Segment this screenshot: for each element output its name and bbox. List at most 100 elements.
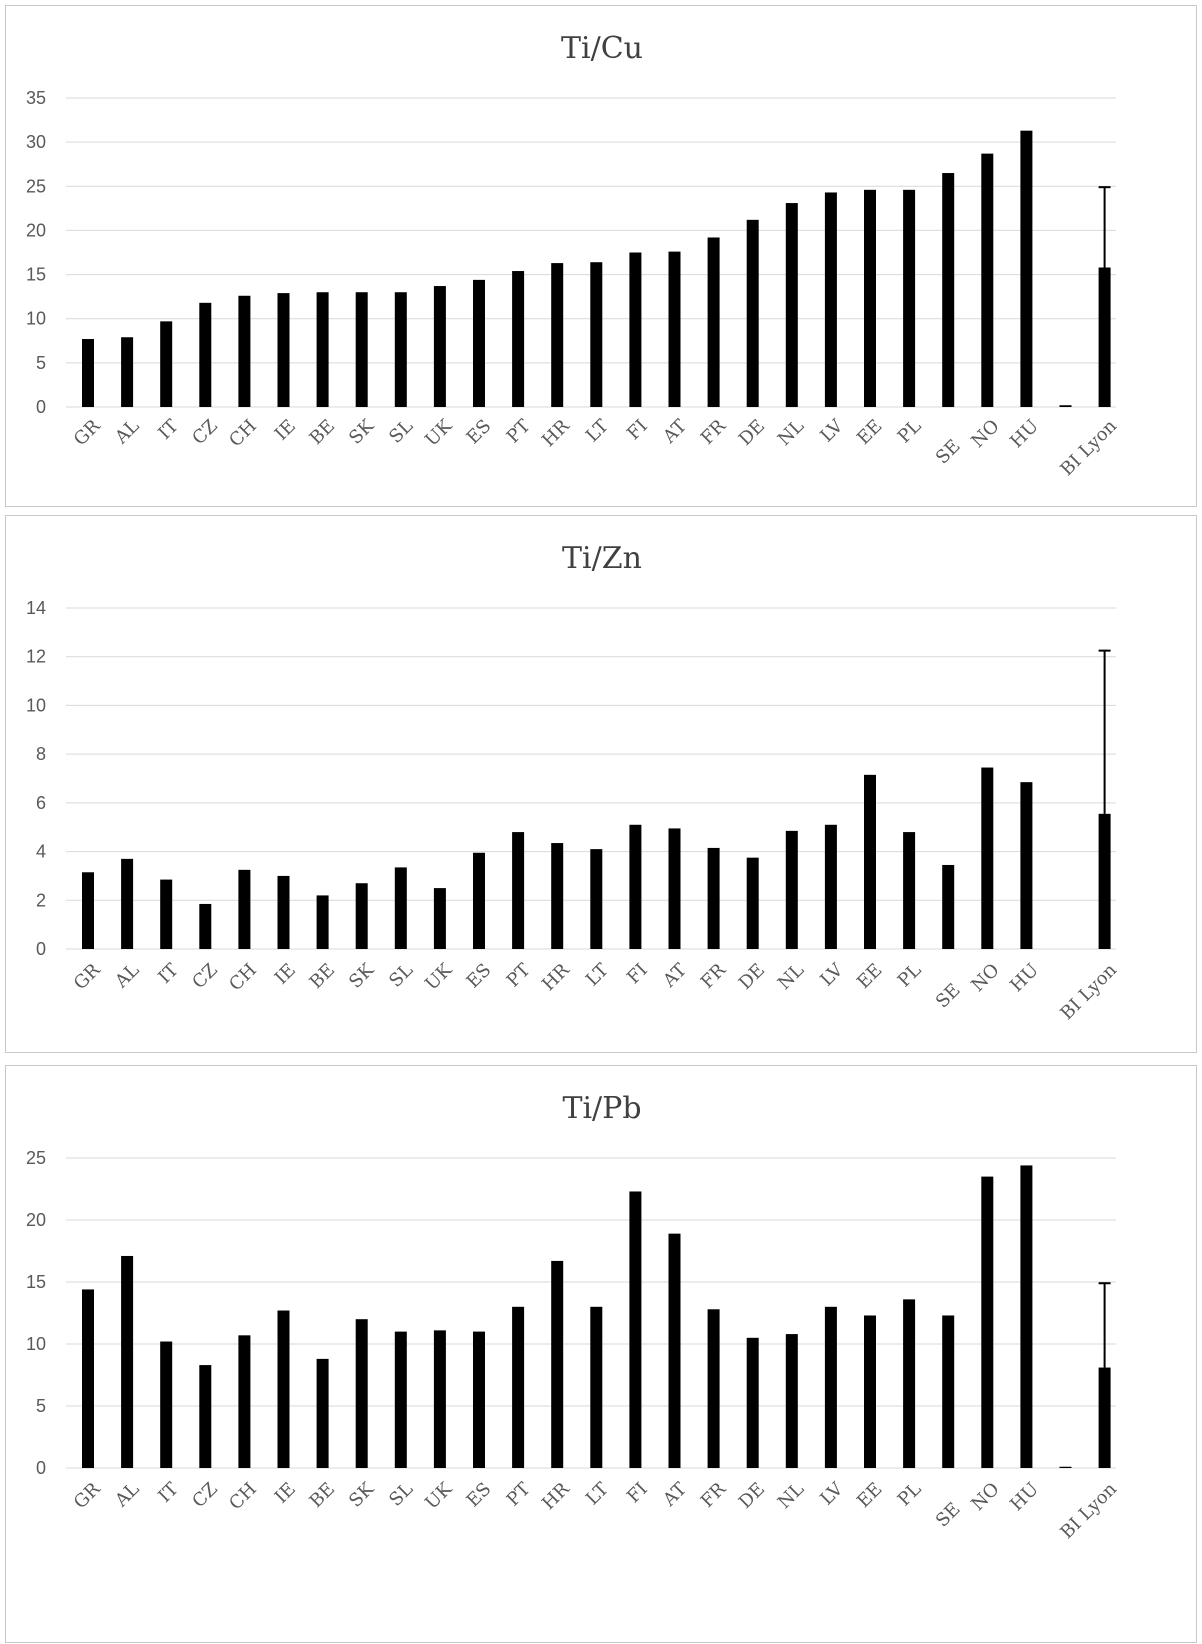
- x-tick-label: GR: [70, 1478, 105, 1513]
- x-tick-label: AT: [658, 960, 691, 993]
- x-tick-label: DE: [735, 416, 769, 450]
- bar-sk: [355, 1319, 368, 1468]
- bar-hu: [1020, 782, 1033, 949]
- x-tick-label: GR: [70, 415, 105, 450]
- bar-no: [981, 153, 994, 407]
- bar-ch: [238, 1335, 251, 1468]
- x-tick-label: FR: [697, 959, 731, 993]
- bar-pl: [903, 832, 916, 949]
- x-tick-label: PL: [894, 416, 926, 448]
- bar-sk: [355, 292, 368, 407]
- x-tick-label: HU: [1006, 416, 1043, 453]
- bar-se: [942, 864, 955, 949]
- x-tick-label: PT: [503, 416, 535, 448]
- bar-al: [121, 858, 134, 949]
- x-tick-label: CZ: [188, 416, 221, 449]
- x-tick-label: FR: [697, 1478, 731, 1512]
- x-tick-label: HR: [538, 959, 574, 995]
- bar-blank: [1059, 405, 1072, 407]
- x-tick-label: HR: [538, 1478, 574, 1514]
- bar-pt: [512, 832, 525, 949]
- bar-at: [668, 828, 681, 949]
- chart-panel-ti-zn: Ti/Zn 0 2 4 6 8 10 12 14 GR AL IT CZ CH IE BE SK SL UK ES PT…: [5, 515, 1197, 1053]
- x-tick-label: HU: [1006, 1479, 1043, 1516]
- x-tick-label: CH: [225, 416, 261, 452]
- x-tick-label: LV: [816, 1478, 848, 1510]
- bar-fi: [629, 252, 642, 407]
- x-tick-label: FI: [623, 960, 652, 989]
- x-tick-label: CZ: [188, 1479, 221, 1512]
- y-tick-label: 6: [36, 793, 46, 813]
- x-tick-label: UK: [421, 959, 456, 994]
- x-tick-label: BI Lyon: [1056, 415, 1121, 480]
- x-tick-label: HR: [538, 415, 574, 451]
- x-tick-label: IT: [154, 1479, 182, 1507]
- x-tick-label: ES: [463, 960, 496, 993]
- bar-de: [746, 1337, 759, 1468]
- x-tick-label: ES: [463, 416, 496, 449]
- x-tick-label: BE: [306, 1479, 339, 1512]
- bar-hu: [1020, 1165, 1033, 1468]
- y-tick-label: 15: [26, 265, 46, 285]
- bar-pl: [903, 1299, 916, 1468]
- bar-pt: [512, 1306, 525, 1468]
- y-tick-label: 15: [26, 1272, 46, 1292]
- x-tick-label: SE: [932, 980, 965, 1013]
- x-tick-label: LV: [816, 415, 848, 447]
- x-tick-label: SE: [932, 436, 965, 469]
- bar-al: [121, 337, 134, 407]
- x-tick-label: BE: [306, 960, 339, 993]
- y-tick-label: 30: [26, 132, 46, 152]
- x-tick-label: CH: [225, 960, 261, 996]
- x-tick-label: AL: [110, 1479, 143, 1512]
- bar-nl: [785, 1334, 798, 1468]
- bar-it: [160, 321, 173, 407]
- x-tick-label: SE: [932, 1499, 965, 1532]
- bar-cz: [199, 1365, 212, 1468]
- bar-lv: [824, 824, 837, 949]
- bar-lt: [590, 1306, 603, 1468]
- bar-fi: [629, 1191, 642, 1468]
- y-tick-label: 20: [26, 1210, 46, 1230]
- bar-hr: [551, 843, 564, 949]
- y-tick-label: 25: [26, 176, 46, 196]
- y-tick-label: 0: [36, 397, 46, 417]
- x-tick-label: BE: [306, 416, 339, 449]
- bar-hu: [1020, 130, 1033, 407]
- bar-at: [668, 251, 681, 407]
- x-tick-label: UK: [421, 1478, 456, 1513]
- bar-it: [160, 879, 173, 949]
- x-tick-label: GR: [70, 959, 105, 994]
- x-tick-label: FR: [697, 415, 731, 449]
- x-tick-label: HU: [1006, 960, 1043, 997]
- y-tick-label: 14: [26, 598, 46, 618]
- x-tick-label: NL: [774, 960, 808, 994]
- y-tick-label: 5: [36, 353, 46, 373]
- y-tick-label: 4: [36, 842, 46, 862]
- x-tick-label: LV: [816, 959, 848, 991]
- bar-at: [668, 1233, 681, 1468]
- y-tick-label: 0: [36, 939, 46, 959]
- chart-panel-ti-cu: Ti/Cu 0 5 10 15 20 25 30 35 GR AL IT CZ CH IE BE SK SL UK E…: [5, 5, 1197, 507]
- bar-lt: [590, 849, 603, 949]
- chart-title: Ti/Cu: [561, 31, 643, 66]
- bar-be: [316, 895, 329, 949]
- x-tick-label: SL: [385, 960, 417, 992]
- x-tick-label: SK: [345, 415, 378, 448]
- bar-sl: [394, 867, 407, 949]
- x-tick-label: LT: [582, 416, 613, 447]
- y-tick-label: 8: [36, 744, 46, 764]
- bar-ie: [277, 293, 290, 407]
- bar-bi-lyon: [1098, 267, 1111, 407]
- x-tick-label: EE: [853, 960, 886, 993]
- x-tick-label: CZ: [188, 960, 221, 993]
- bar-sk: [355, 883, 368, 949]
- x-tick-label: SL: [385, 416, 417, 448]
- x-tick-label: IE: [271, 1479, 300, 1508]
- x-tick-label: PT: [503, 960, 535, 992]
- y-tick-label: 10: [26, 309, 46, 329]
- bar-nl: [785, 203, 798, 407]
- y-tick-label: 12: [26, 647, 46, 667]
